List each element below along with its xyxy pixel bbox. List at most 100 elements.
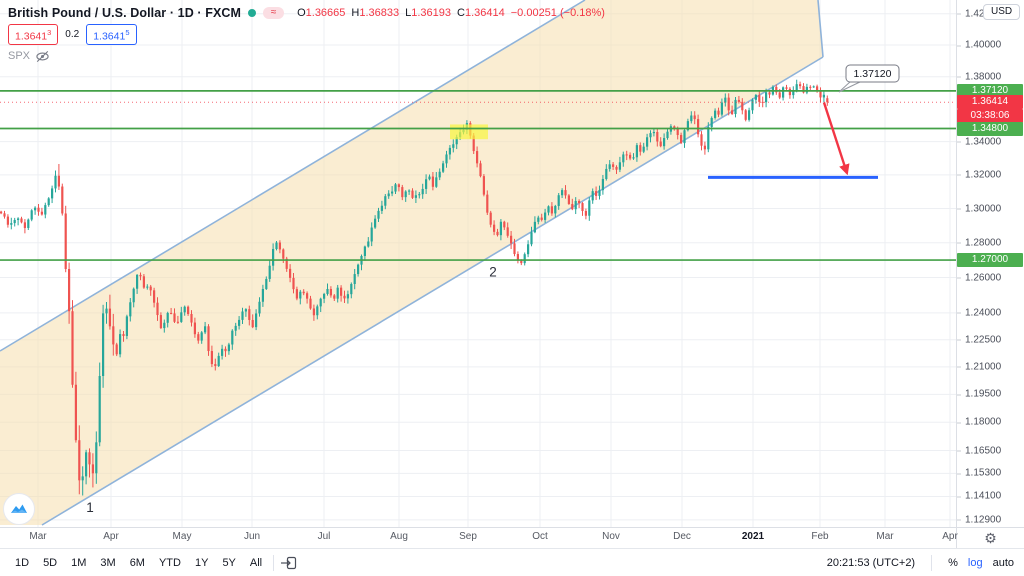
candle-body [119, 334, 122, 355]
time-tick-nov: Nov [602, 531, 620, 542]
go-to-date-icon[interactable] [280, 556, 297, 570]
channel-lower-line[interactable] [41, 56, 824, 526]
market-status-icon[interactable] [248, 9, 257, 17]
candle-body [629, 154, 632, 159]
candle-body [618, 162, 621, 170]
time-tick-apr: Apr [103, 531, 119, 542]
range-button-5y[interactable]: 5Y [222, 556, 236, 569]
candle-body [37, 207, 40, 212]
time-axis-border [0, 527, 1024, 528]
range-button-1m[interactable]: 1M [71, 556, 87, 569]
range-button-5d[interactable]: 5D [43, 556, 58, 569]
time-tick-jul: Jul [317, 531, 331, 542]
candle-body [227, 344, 230, 352]
eye-off-icon[interactable] [35, 50, 50, 63]
candle-body [61, 186, 64, 214]
candle-body [231, 330, 234, 345]
candle-body [795, 84, 798, 91]
buy-button[interactable]: 1.36415 [86, 23, 137, 46]
candle-body [666, 131, 669, 139]
tradingview-logo[interactable] [3, 493, 35, 525]
candle-body [578, 200, 581, 204]
study-label-spx[interactable]: SPX [8, 50, 31, 62]
candle-body [408, 190, 411, 192]
candle-body [421, 188, 424, 195]
candle-body [258, 301, 261, 314]
candle-body [822, 94, 825, 98]
clock[interactable]: 20:21:53 (UTC+2) [826, 556, 916, 569]
candle-body [129, 302, 132, 317]
candle-body [153, 290, 156, 303]
percent-scale-button[interactable]: % [948, 556, 958, 569]
currency-button[interactable]: USD [983, 4, 1021, 20]
range-button-1d[interactable]: 1D [15, 556, 30, 569]
highlight-zone[interactable] [450, 124, 488, 140]
candle-body [724, 97, 727, 103]
candlestick-chart[interactable]: 1.37120 1 2 [0, 0, 957, 527]
axis-settings-corner[interactable]: ⚙ [957, 528, 1024, 548]
candle-body [639, 145, 642, 152]
candle-body [554, 205, 557, 214]
candle-body [170, 312, 173, 314]
candle-body [326, 288, 329, 294]
channel-end-line[interactable] [817, 0, 824, 58]
range-button-6m[interactable]: 6M [129, 556, 145, 569]
candle-body [472, 135, 475, 152]
channel-upper-line[interactable] [0, 0, 586, 352]
candle-body [544, 212, 547, 220]
candle-body [173, 313, 176, 322]
candle-body [561, 190, 564, 196]
candle-body [788, 88, 791, 96]
candle-body [533, 221, 536, 233]
candle-body [435, 177, 438, 187]
candle-body [663, 138, 666, 147]
range-buttons: 1D 5D 1M 3M 6M YTD 1Y 5Y All [0, 554, 267, 572]
sell-button[interactable]: 1.36413 [8, 23, 59, 46]
range-button-ytd[interactable]: YTD [158, 556, 181, 569]
candle-body [816, 86, 819, 91]
candle-body [384, 196, 387, 206]
candle-body [122, 334, 125, 336]
candle-body [136, 274, 139, 289]
auto-scale-button[interactable]: auto [992, 556, 1014, 569]
candle-body [622, 154, 625, 163]
candle-body [23, 222, 26, 228]
candle-body [316, 306, 319, 316]
candle-body [244, 309, 247, 312]
delayed-data-icon[interactable]: ≈ [263, 7, 285, 19]
price-callout[interactable] [845, 64, 900, 83]
channel-fill[interactable] [0, 0, 823, 525]
candle-body [775, 86, 778, 93]
candle-body [98, 375, 101, 443]
projection-arrow[interactable] [822, 102, 850, 176]
toolbar-border [0, 548, 1024, 549]
candle-body [574, 200, 577, 210]
candle-body [44, 205, 47, 215]
range-button-3m[interactable]: 3M [100, 556, 116, 569]
log-scale-button[interactable]: log [967, 556, 983, 569]
candle-body [612, 164, 615, 167]
price-tick: 1.12900 [956, 514, 1002, 526]
candle-body [700, 134, 703, 146]
candle-body [210, 351, 213, 365]
candle-body [530, 232, 533, 245]
candle-body [278, 242, 281, 250]
gear-icon[interactable]: ⚙ [984, 530, 997, 546]
price-tick: 1.24000 [956, 307, 1002, 319]
candle-body [156, 302, 159, 316]
candle-body [523, 254, 526, 264]
price-axis[interactable]: 1.420001.400001.380001.340001.320001.300… [956, 0, 1024, 527]
symbol-title[interactable]: British Pound / U.S. Dollar · 1D · FXCM [8, 6, 242, 20]
candle-body [74, 384, 77, 441]
toolbar-separator-2 [931, 554, 933, 571]
candle-body [646, 137, 649, 147]
candle-body [493, 224, 496, 232]
candle-body [125, 316, 128, 336]
time-axis[interactable]: Mar Apr May Jun Jul Aug Sep Oct Nov Dec 2021 Feb Mar… [0, 528, 958, 548]
candle-body [581, 203, 584, 212]
candle-body [540, 217, 543, 220]
range-button-all[interactable]: All [249, 556, 263, 569]
range-button-1y[interactable]: 1Y [194, 556, 209, 569]
price-tick: 1.26000 [956, 272, 1002, 284]
